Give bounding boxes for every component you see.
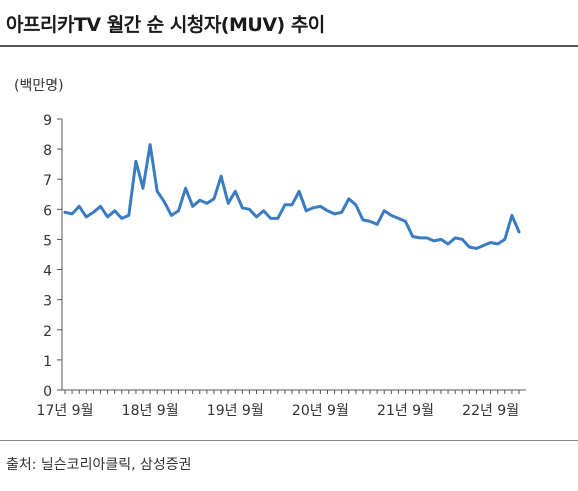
data-point (510, 214, 514, 217)
y-tick-label: 8 (43, 143, 52, 159)
data-point (333, 212, 336, 216)
data-point (468, 245, 471, 249)
data-point (170, 214, 173, 217)
y-tick-label: 5 (43, 233, 52, 249)
data-point (496, 242, 499, 246)
data-point (113, 209, 116, 213)
data-point (198, 199, 201, 202)
data-point (148, 143, 152, 146)
data-point (461, 238, 464, 241)
data-point (375, 223, 379, 226)
data-point (127, 214, 131, 217)
data-point (503, 238, 507, 241)
data-point (404, 220, 407, 223)
data-point (212, 197, 216, 200)
y-tick-label: 3 (43, 294, 52, 310)
data-point (120, 217, 123, 220)
data-point (475, 247, 478, 250)
data-point (432, 239, 436, 243)
data-point (99, 205, 102, 208)
y-axis-unit-label: (백만명) (14, 78, 64, 94)
data-point (347, 197, 350, 200)
x-tick-label: 20년 9월 (292, 403, 349, 419)
chart-title: 아프리카TV 월간 순 시청자(MUV) 추이 (6, 14, 325, 36)
data-point (262, 209, 265, 213)
data-point (361, 218, 365, 222)
data-point (312, 206, 315, 210)
data-point (63, 211, 67, 214)
line-chart: (백만명) 0 1 2 3 4 5 6 7 8 9 17년 9월 18년 9월 19년 9월 20년 9월… (14, 78, 526, 419)
data-point (85, 215, 88, 219)
data-point (354, 203, 358, 207)
data-point (241, 206, 244, 210)
data-point (255, 215, 258, 219)
data-point (219, 175, 223, 178)
data-point (418, 236, 421, 240)
data-point (226, 202, 230, 205)
data-point (106, 215, 109, 219)
data-point (326, 209, 329, 213)
data-point (163, 200, 166, 204)
x-tick-label: 17년 9월 (37, 403, 94, 419)
data-point (248, 208, 251, 211)
source-note: 출처: 닐슨코리아클릭, 삼성증권 (6, 457, 192, 473)
data-point (283, 203, 287, 207)
data-point (92, 211, 95, 214)
data-point (184, 187, 187, 190)
title-divider (0, 45, 578, 47)
data-point (340, 211, 343, 214)
data-point (134, 159, 138, 163)
y-tick-label: 9 (43, 113, 52, 129)
data-point (439, 238, 443, 241)
data-point (319, 205, 322, 208)
data-point (489, 241, 492, 244)
data-point (177, 209, 180, 213)
x-tick-label: 19년 9월 (207, 403, 264, 419)
data-point (383, 209, 386, 213)
data-point (304, 209, 308, 213)
axes: 0 1 2 3 4 5 6 7 8 9 17년 9월 18년 9월 19년 9월 20년 9월 21년 9월… (37, 113, 526, 419)
y-tick-label: 0 (43, 384, 52, 400)
y-tick-label: 1 (43, 354, 52, 370)
data-point (141, 187, 145, 190)
data-point (390, 214, 393, 217)
data-point (446, 242, 450, 246)
data-point (276, 217, 280, 220)
data-point (411, 235, 414, 238)
data-point (269, 217, 272, 220)
data-point (453, 236, 457, 240)
x-tick-label: 22년 9월 (462, 403, 519, 419)
source-divider (0, 440, 578, 441)
data-point (482, 244, 485, 247)
data-point (191, 205, 194, 208)
y-tick-label: 6 (43, 203, 52, 219)
data-point (290, 203, 294, 207)
data-point (156, 190, 159, 193)
y-tick-label: 4 (43, 264, 52, 280)
data-point (397, 217, 400, 220)
data-point (425, 236, 428, 240)
x-tick-label: 21년 9월 (377, 403, 434, 419)
series-line-muv (63, 143, 521, 250)
data-point (368, 220, 372, 223)
data-point (517, 230, 521, 234)
data-point (297, 190, 301, 193)
data-point (77, 205, 81, 208)
data-point (205, 202, 209, 205)
data-point (70, 212, 74, 216)
series-layer (63, 143, 521, 250)
y-tick-label: 7 (43, 173, 52, 189)
y-tick-label: 2 (43, 324, 52, 340)
x-tick-label: 18년 9월 (122, 403, 179, 419)
data-point (234, 190, 237, 193)
